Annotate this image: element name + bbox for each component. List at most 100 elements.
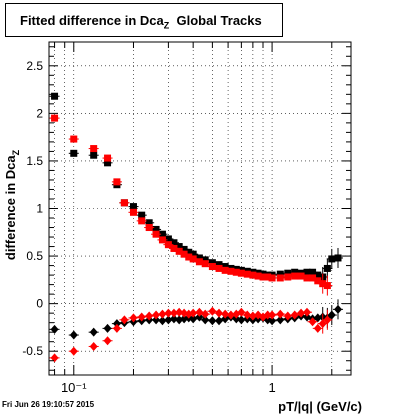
data-point — [208, 263, 216, 271]
data-point — [50, 353, 59, 363]
series-3 — [49, 306, 333, 363]
data-point — [243, 310, 252, 320]
chart-title: Fitted difference in DcaZ Global Tracks — [20, 13, 262, 31]
data-point — [169, 314, 178, 324]
data-point — [276, 274, 284, 282]
y-tick-label: -0.5 — [22, 344, 43, 358]
data-point — [334, 254, 342, 262]
data-point — [152, 230, 160, 238]
data-point — [175, 247, 183, 255]
data-point — [201, 309, 210, 319]
data-point — [237, 269, 245, 277]
data-point — [232, 268, 240, 276]
y-tick-label: 1.5 — [26, 154, 43, 168]
data-point — [158, 316, 167, 326]
data-point — [89, 341, 98, 351]
data-point — [185, 248, 193, 256]
data-point — [284, 273, 292, 281]
data-point — [323, 264, 331, 272]
y-tick-label: 2.5 — [26, 59, 43, 73]
data-point — [309, 274, 317, 282]
data-point — [70, 135, 78, 143]
data-point — [268, 316, 277, 326]
data-point — [314, 271, 322, 279]
data-point — [69, 330, 78, 340]
data-point — [185, 253, 193, 261]
data-point — [313, 323, 322, 333]
x-tick-label: 10⁻¹ — [61, 380, 87, 395]
data-point — [69, 346, 78, 356]
y-axis-label-main: difference in Dca — [3, 155, 18, 261]
data-point — [164, 235, 172, 243]
chart-title-suffix: Global Tracks — [169, 13, 262, 28]
data-point — [169, 308, 178, 318]
data-point — [104, 159, 112, 167]
data-point — [215, 264, 223, 272]
data-point — [297, 308, 306, 318]
data-point — [221, 309, 230, 319]
data-point — [226, 310, 235, 320]
data-point — [195, 254, 203, 262]
title-box: Fitted difference in DcaZ Global Tracks — [5, 3, 283, 37]
data-point — [319, 280, 327, 288]
data-point — [138, 211, 146, 219]
data-point — [215, 308, 224, 318]
y-tick-label: 1 — [36, 202, 43, 216]
data-point — [50, 324, 59, 334]
data-point — [334, 304, 343, 314]
data-point — [137, 312, 146, 322]
data-point — [120, 199, 128, 207]
data-point — [51, 114, 59, 122]
series-1 — [49, 114, 333, 296]
data-point — [268, 274, 276, 282]
data-point — [164, 241, 172, 249]
data-point — [138, 217, 146, 225]
data-point — [284, 269, 292, 277]
data-point — [145, 311, 154, 321]
data-point — [303, 274, 311, 282]
data-point — [158, 236, 166, 244]
timestamp-footer: Fri Jun 26 19:10:57 2015 — [2, 400, 95, 409]
data-point — [201, 256, 209, 264]
data-point — [243, 270, 251, 278]
y-tick-label: 2 — [36, 106, 43, 120]
y-axis-label: difference in DcaZ — [3, 149, 21, 260]
data-point — [120, 315, 129, 325]
data-point — [129, 203, 137, 211]
x-tick-label: 1 — [268, 380, 275, 395]
data-point — [254, 272, 262, 280]
data-point — [323, 282, 331, 290]
data-point — [175, 243, 183, 251]
data-point — [195, 312, 204, 322]
data-point — [152, 310, 161, 320]
data-point — [189, 250, 197, 258]
data-point — [189, 255, 197, 263]
data-point — [152, 315, 161, 325]
data-point — [328, 255, 336, 263]
y-axis-label-subscript: Z — [11, 149, 21, 155]
data-point — [237, 315, 246, 325]
y-tick-label: 0.5 — [26, 249, 43, 263]
data-point — [51, 92, 59, 100]
data-point — [145, 219, 153, 227]
data-point — [90, 151, 98, 159]
data-point — [303, 307, 312, 317]
data-point — [291, 268, 299, 276]
data-point — [323, 315, 332, 325]
data-point — [164, 315, 173, 325]
data-point — [112, 319, 121, 329]
data-point — [264, 273, 272, 281]
data-point — [175, 315, 184, 325]
data-point — [170, 239, 178, 247]
data-point — [215, 261, 223, 269]
data-point — [227, 267, 235, 275]
data-point — [189, 308, 198, 318]
data-point — [268, 310, 277, 320]
x-axis: 10⁻¹ 1 — [54, 42, 333, 395]
x-axis-label: pT/|q| (GeV/c) — [278, 399, 362, 414]
data-series — [49, 92, 344, 363]
data-point — [164, 308, 173, 318]
data-point — [170, 244, 178, 252]
